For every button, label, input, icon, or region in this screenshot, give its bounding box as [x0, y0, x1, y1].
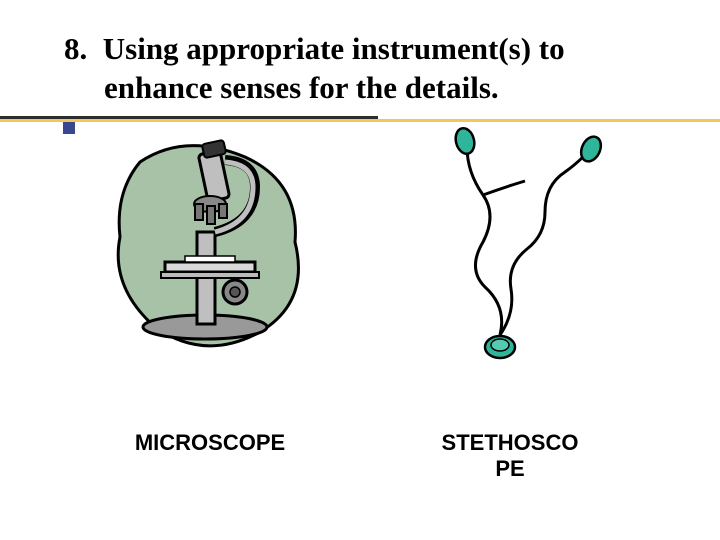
panel-microscope: MICROSCOPE: [60, 112, 360, 483]
label-microscope: MICROSCOPE: [100, 430, 320, 456]
slide-title: 8. Using appropriate instrument(s) to en…: [64, 30, 684, 108]
title-line2: enhance senses for the details.: [64, 69, 684, 108]
label-stethoscope: STETHOSCOPE: [400, 430, 620, 483]
title-text-1: Using appropriate instrument(s) to: [103, 31, 565, 66]
content-row: MICROSCOPE STETHOSCOPE: [0, 112, 720, 483]
stethoscope-icon: [385, 122, 635, 372]
title-line1: 8. Using appropriate instrument(s) to: [64, 30, 684, 69]
microscope-icon: [85, 122, 335, 372]
panel-stethoscope: STETHOSCOPE: [360, 112, 660, 483]
title-number: 8.: [64, 31, 87, 66]
